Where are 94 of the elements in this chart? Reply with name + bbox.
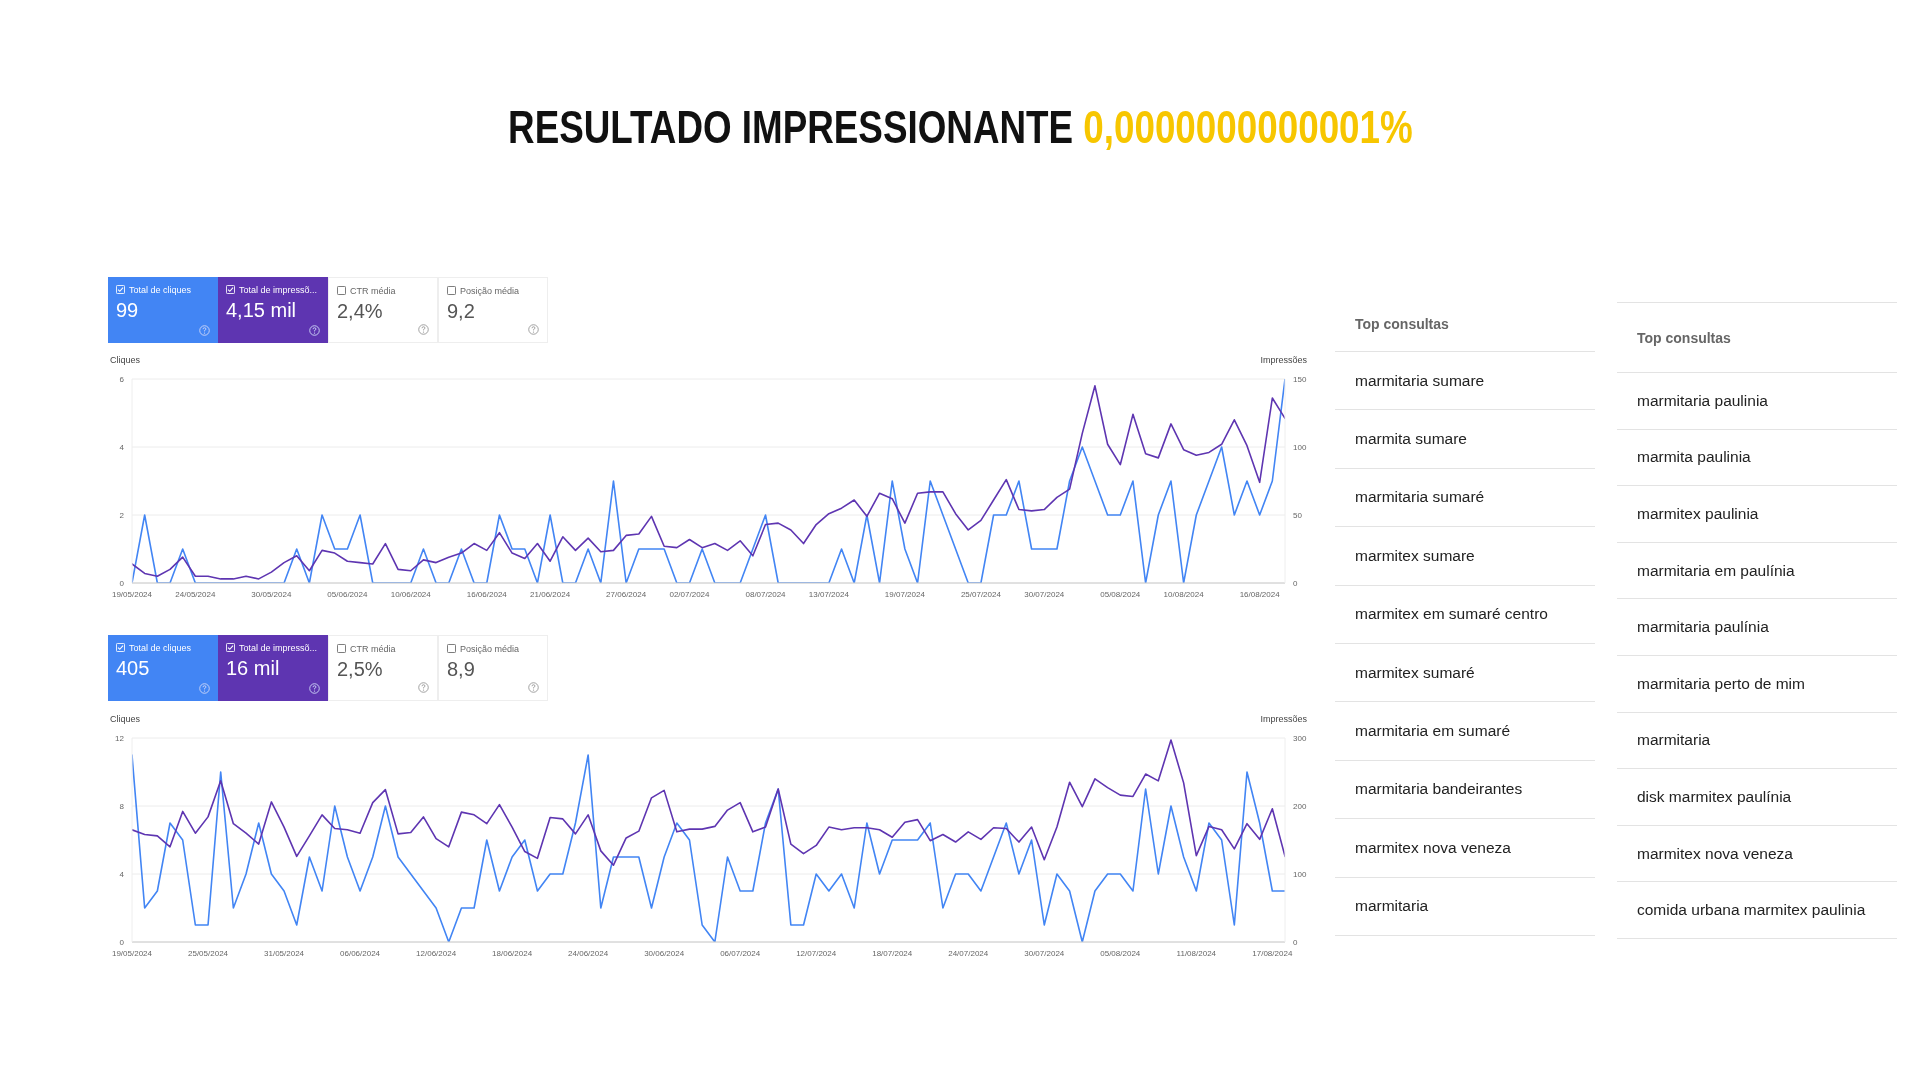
x-tick-label: 30/06/2024 [644,948,685,958]
text: Top consultas [1335,296,1595,352]
text: marmitex sumaré [1335,643,1595,703]
y2-tick-label: 0 [1293,578,1298,588]
line-series [132,754,1285,942]
x-tick-label: 12/07/2024 [796,948,837,958]
x-tick-label: 18/07/2024 [872,948,913,958]
x-tick-label: 05/06/2024 [327,589,368,599]
x-tick-label: 19/05/2024 [111,589,153,599]
x-tick-label: 10/08/2024 [1163,589,1205,599]
y-axis-title: Cliques [110,714,141,724]
x-tick-label: 06/07/2024 [720,948,761,958]
legend-label: Total de impressõ... [238,643,319,653]
y-tick-label: 4 [119,442,125,452]
text: marmitaria [1335,877,1595,936]
y-tick-label: 2 [119,510,125,520]
x-tick-label: 30/07/2024 [1024,948,1065,958]
x-tick-label: 10/06/2024 [390,589,432,599]
x-tick-label: 05/08/2024 [1100,589,1141,599]
text: 9,2 [447,300,476,323]
text: marmita paulinia [1617,429,1897,487]
text: Posição média [459,286,521,296]
x-tick-label: 16/06/2024 [466,589,508,599]
x-tick-label: 13/07/2024 [808,589,850,599]
x-tick-label: 19/07/2024 [884,589,926,599]
x-tick-label: 06/06/2024 [340,948,381,958]
legend-label: Total de impressõ... [238,285,319,295]
text: marmitaria paulinia [1617,373,1897,430]
x-tick-label: 24/06/2024 [568,948,609,958]
text: comida urbana marmitex paulinia [1617,882,1897,939]
x-tick-label: 30/05/2024 [251,589,292,599]
x-tick-label: 24/05/2024 [175,589,216,599]
chart-title: RESULTADO IMPRESSIONANTE 0,0000000000001% [507,100,1413,154]
text: 8,9 [447,658,476,681]
text: marmitex nova veneza [1617,825,1897,883]
y2-axis-title: Impressões [1260,355,1307,365]
y2-tick-label: 100 [1293,442,1307,452]
line-series [132,739,1285,866]
text: 2,4% [337,300,384,323]
x-tick-label: 11/08/2024 [1176,948,1217,958]
x-tick-label: 16/08/2024 [1239,589,1281,599]
text: CTR média [349,644,397,654]
y2-tick-label: 200 [1293,801,1307,811]
y2-tick-label: 300 [1293,733,1307,743]
text: marmitaria [1617,712,1897,770]
y-tick-label: 6 [119,374,125,384]
text: 99 [116,299,140,322]
x-tick-label: 05/08/2024 [1100,948,1141,958]
text: marmitex nova veneza [1335,819,1595,878]
y-tick-label: 0 [119,578,125,588]
text: marmitaria em paulínia [1617,542,1897,600]
x-tick-label: 31/05/2024 [264,948,305,958]
x-tick-label: 25/05/2024 [188,948,229,958]
y-tick-label: 4 [119,869,125,879]
text: 405 [116,657,151,680]
x-tick-label: 17/08/2024 [1252,948,1293,958]
x-tick-label: 12/06/2024 [416,948,457,958]
y-tick-label: 8 [119,801,125,811]
text: 2,5% [337,658,384,681]
y-tick-label: 12 [115,733,125,743]
x-tick-label: 27/06/2024 [606,589,647,599]
text: CTR média [349,286,397,296]
text: marmitaria paulínia [1617,599,1897,656]
text: marmitex sumare [1335,527,1595,586]
y2-tick-label: 150 [1293,374,1307,384]
x-tick-label: 08/07/2024 [745,589,787,599]
legend-label: Total de cliques [128,285,193,295]
text: marmitex paulinia [1617,486,1897,543]
x-tick-label: 24/07/2024 [948,948,989,958]
legend-label: Total de cliques [128,643,193,653]
x-tick-label: 21/06/2024 [530,589,571,599]
y2-tick-label: 0 [1293,937,1298,947]
text: marmita sumare [1335,410,1595,469]
y2-tick-label: 100 [1293,869,1307,879]
text: Posição média [459,644,521,654]
y2-axis-title: Impressões [1260,714,1307,724]
text: marmitaria perto de mim [1617,655,1897,713]
y-axis-title: Cliques [110,355,141,365]
text: 16 mil [226,657,281,680]
x-tick-label: 19/05/2024 [111,948,153,958]
text: Top consultas [1617,303,1897,373]
text: marmitaria bandeirantes [1335,760,1595,820]
text: marmitaria em sumaré [1335,702,1595,761]
text: disk marmitex paulínia [1617,769,1897,826]
text: marmitex em sumaré centro [1335,585,1595,644]
x-tick-label: 02/07/2024 [669,589,711,599]
x-tick-label: 25/07/2024 [960,589,1002,599]
text: marmitaria sumare [1335,352,1595,411]
y2-tick-label: 50 [1293,510,1303,520]
text: 4,15 mil [226,299,298,322]
x-tick-label: 18/06/2024 [492,948,533,958]
text: marmitaria sumaré [1335,468,1595,528]
y-tick-label: 0 [119,937,125,947]
x-tick-label: 30/07/2024 [1024,589,1065,599]
